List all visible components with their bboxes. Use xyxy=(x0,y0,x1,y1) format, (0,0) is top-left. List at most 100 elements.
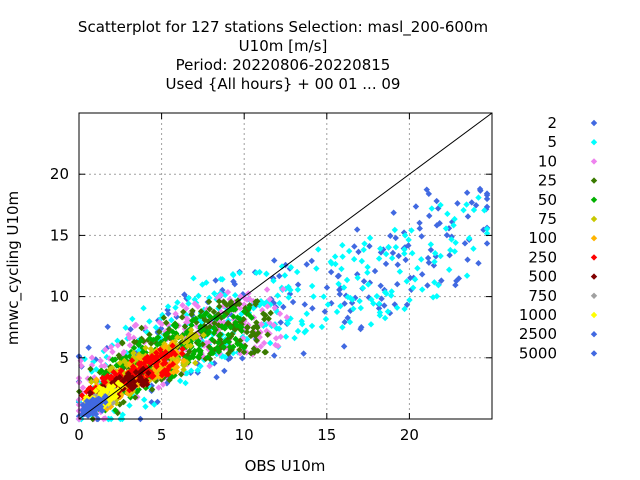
scatter-point xyxy=(466,235,473,242)
legend-marker xyxy=(590,196,598,203)
scatter-point xyxy=(147,345,155,353)
scatter-point xyxy=(248,314,255,321)
scatter-point xyxy=(148,373,156,381)
scatter-point xyxy=(92,387,100,395)
scatter-point xyxy=(178,333,185,341)
scatter-point xyxy=(267,309,274,317)
scatter-point xyxy=(455,275,463,282)
scatter-point xyxy=(180,366,187,373)
scatter-point xyxy=(190,275,197,282)
scatter-point xyxy=(162,332,169,339)
scatter-point xyxy=(135,360,143,368)
scatter-point xyxy=(211,325,218,332)
scatter-point xyxy=(191,296,198,303)
scatter-point xyxy=(298,318,305,325)
scatter-point xyxy=(212,277,219,284)
scatter-point xyxy=(185,300,192,307)
scatter-point xyxy=(433,293,441,300)
scatter-point xyxy=(183,315,191,322)
scatter-point xyxy=(192,359,199,367)
scatter-point xyxy=(129,315,136,323)
scatter-point xyxy=(197,312,204,320)
scatter-point xyxy=(443,231,451,239)
legend-marker xyxy=(590,119,598,127)
scatter-point xyxy=(294,286,302,293)
scatter-point xyxy=(182,379,189,387)
scatter-point xyxy=(368,296,375,303)
scatter-point xyxy=(155,384,162,391)
scatter-point xyxy=(132,321,139,329)
scatter-point xyxy=(126,334,133,342)
scatter-point xyxy=(266,339,274,347)
scatter-point xyxy=(234,314,241,321)
scatter-point xyxy=(264,303,271,310)
scatter-point xyxy=(236,337,244,344)
scatter-point xyxy=(163,367,170,374)
scatter-point xyxy=(181,323,189,330)
scatter-point xyxy=(162,371,170,378)
scatter-point xyxy=(140,381,147,389)
scatter-point xyxy=(112,407,119,414)
scatter-point xyxy=(135,386,142,393)
x-tick-label: 15 xyxy=(317,426,336,444)
scatter-point xyxy=(192,331,199,338)
scatter-point xyxy=(199,352,207,360)
scatter-point xyxy=(148,382,155,389)
scatter-point xyxy=(188,367,195,374)
scatter-point xyxy=(435,282,442,289)
scatter-point xyxy=(301,301,308,308)
scatter-point xyxy=(241,295,249,302)
scatter-point xyxy=(277,333,284,341)
scatter-point xyxy=(401,232,409,239)
scatter-point xyxy=(264,331,271,338)
scatter-point xyxy=(114,337,121,345)
scatter-point xyxy=(154,341,161,348)
scatter-point xyxy=(185,294,192,302)
scatter-point xyxy=(101,379,109,386)
scatter-point xyxy=(460,206,467,214)
scatter-point xyxy=(178,350,186,357)
scatter-point xyxy=(357,325,364,333)
scatter-point xyxy=(256,268,263,276)
scatter-point xyxy=(367,321,375,328)
scatter-point xyxy=(157,346,164,353)
scatter-point xyxy=(135,341,142,348)
legend-label: 100 xyxy=(528,229,557,247)
scatter-point xyxy=(475,260,482,267)
scatter-point xyxy=(315,246,322,253)
scatter-point xyxy=(390,209,397,216)
scatter-point xyxy=(344,293,352,301)
scatter-point xyxy=(431,250,439,257)
scatter-point xyxy=(152,377,160,385)
scatter-point xyxy=(178,313,186,321)
scatter-point xyxy=(228,330,236,338)
scatter-point xyxy=(201,311,208,319)
scatter-point xyxy=(206,294,213,302)
legend-label: 75 xyxy=(538,210,557,228)
scatter-point xyxy=(217,291,224,299)
scatter-point xyxy=(324,301,332,308)
scatter-point xyxy=(341,318,348,326)
scatter-point xyxy=(464,213,472,220)
scatter-point xyxy=(87,365,94,373)
title-line-2: U10m [m/s] xyxy=(239,37,328,55)
scatter-point xyxy=(483,240,491,247)
scatter-point xyxy=(251,331,258,338)
scatter-point xyxy=(359,284,367,292)
scatter-point xyxy=(358,257,366,265)
scatter-point xyxy=(253,337,260,344)
scatter-point xyxy=(104,323,111,331)
scatter-point xyxy=(402,256,409,264)
scatter-point xyxy=(303,310,310,317)
scatter-point xyxy=(381,314,389,322)
scatter-point xyxy=(338,265,345,273)
legend-marker xyxy=(590,254,598,261)
scatter-point xyxy=(438,277,445,284)
scatter-point xyxy=(99,387,107,395)
scatter-point xyxy=(291,334,298,342)
scatter-point xyxy=(126,342,134,349)
scatter-point xyxy=(472,202,480,209)
scatter-point xyxy=(234,340,241,348)
scatter-point xyxy=(189,317,196,324)
